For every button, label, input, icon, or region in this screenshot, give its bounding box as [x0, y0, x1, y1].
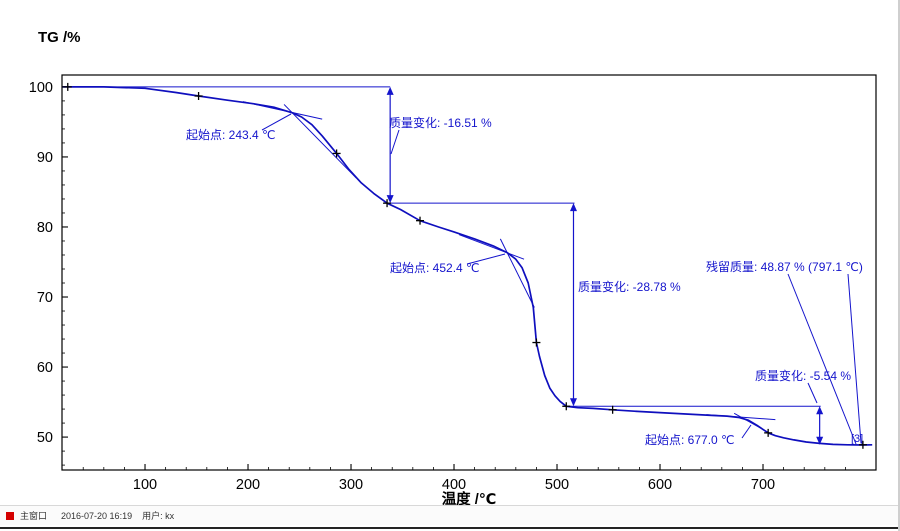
annotation-onset-1: 起始点: 243.4 ℃	[186, 128, 276, 142]
annotation-mass-change-3: 质量变化: -5.54 %	[755, 368, 851, 383]
y-tick-label: 90	[37, 150, 53, 166]
construction-lines	[67, 86, 821, 434]
x-tick-label: 300	[339, 477, 363, 493]
y-tick-label: 50	[37, 430, 53, 446]
annotation-mass-change-2: 质量变化: -28.78 %	[578, 279, 681, 294]
x-axis-title: 温度 /℃	[442, 490, 497, 505]
x-tick-label: 500	[545, 477, 569, 493]
x-tick-label: 200	[236, 477, 260, 493]
annotation-onset-2: 起始点: 452.4 ℃	[390, 261, 480, 275]
x-tick-label: 400	[442, 477, 466, 493]
y-tick-label: 60	[37, 360, 53, 376]
mass-change-arrows	[386, 86, 824, 445]
window-right-border	[898, 0, 900, 531]
y-tick-label: 100	[29, 80, 53, 96]
status-window-label: 主窗口	[20, 511, 48, 521]
data-point-markers	[63, 82, 867, 449]
x-tick-label: 700	[751, 477, 775, 493]
y-tick-label: 70	[37, 290, 53, 306]
status-red-icon	[6, 511, 14, 520]
y-axis-title: TG /%	[38, 29, 81, 46]
status-datetime: 2016-07-20 16:19	[61, 510, 133, 521]
bottom-divider	[0, 527, 900, 529]
tg-curve-chart: 起始点: 243.4 ℃ 质量变化: -16.51 % 起始点: 452.4 ℃ 质量…	[29, 29, 877, 505]
annotation-mass-change-1: 质量变化: -16.51 %	[389, 115, 492, 130]
x-tick-label: 100	[133, 477, 157, 493]
annotations: 起始点: 243.4 ℃ 质量变化: -16.51 % 起始点: 452.4 ℃ 质量…	[186, 113, 863, 447]
status-user: 用户: kx	[142, 511, 175, 521]
x-tick-label: 600	[648, 477, 672, 493]
axes: 100 200 300 400 500 600 700 50 60 70 80 90 100 温度 /℃ T…	[29, 29, 877, 505]
annotation-residual-mass: 残留质量: 48.87 % (797.1 ℃)	[706, 260, 863, 274]
annotation-onset-3: 起始点: 677.0 ℃	[645, 433, 735, 447]
status-bar: 主窗口 2016-07-20 16:19 用户: kx	[0, 505, 898, 525]
y-tick-label: 80	[37, 220, 53, 236]
curve-tag: [3]	[851, 433, 863, 445]
